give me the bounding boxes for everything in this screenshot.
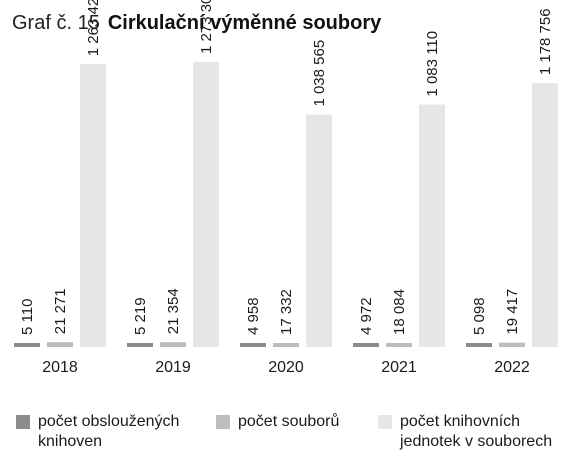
value-label-2020-series-1: 17 332: [278, 289, 295, 335]
bar-2022-series-2: [532, 83, 558, 347]
value-label-2021-series-2: 1 083 110: [424, 31, 441, 97]
bar-chart: 5 110 21 271 1 263 421 2018 5 219 21 354 1 273…: [14, 0, 558, 376]
bar-2019-series-2: [193, 62, 219, 347]
value-label-2022-series-0: 5 098: [471, 297, 488, 335]
x-tick-label-2022: 2022: [494, 359, 530, 376]
x-tick-label-2020: 2020: [268, 359, 304, 376]
value-label-2019-series-1: 21 354: [165, 288, 182, 334]
bar-2022-series-1: [499, 342, 525, 347]
value-label-2021-series-0: 4 972: [358, 297, 375, 335]
value-label-2018-series-1: 21 271: [52, 288, 69, 334]
value-label-2022-series-2: 1 178 756: [537, 8, 554, 75]
bar-2020-series-1: [273, 343, 299, 347]
value-label-2019-series-0: 5 219: [132, 297, 149, 335]
x-tick-label-2018: 2018: [42, 359, 78, 376]
bar-2022-series-0: [466, 343, 492, 347]
legend-label-sets: počet souborů: [238, 413, 340, 430]
bar-2021-series-1: [386, 342, 412, 347]
legend-swatch-libraries: [16, 415, 30, 429]
legend-swatch-units: [378, 415, 392, 429]
value-label-2018-series-2: 1 263 421: [85, 0, 102, 56]
bar-2020-series-2: [306, 114, 332, 348]
bar-2018-series-1: [47, 342, 73, 347]
value-label-2020-series-0: 4 958: [245, 297, 262, 335]
figure-title: Cirkulační výměnné soubory: [107, 12, 382, 34]
bar-2018-series-2: [80, 64, 106, 347]
bar-2020-series-0: [240, 343, 266, 347]
bar-2021-series-0: [353, 343, 379, 347]
legend-label-libraries: počet obsloužených knihoven: [38, 413, 180, 450]
x-tick-label-2019: 2019: [155, 359, 191, 376]
value-label-2022-series-1: 19 417: [504, 289, 521, 335]
bar-2019-series-0: [127, 343, 153, 347]
value-label-2018-series-0: 5 110: [19, 299, 36, 335]
legend-label-units: počet knihovních jednotek v souborech: [400, 413, 553, 450]
x-tick-label-2021: 2021: [381, 359, 417, 376]
figure-label: Graf č. 15: [12, 12, 100, 34]
legend-swatch-sets: [216, 415, 230, 429]
value-label-2020-series-2: 1 038 565: [311, 40, 328, 107]
value-label-2019-series-2: 1 273 304: [198, 0, 215, 54]
bar-2018-series-0: [14, 343, 40, 347]
bar-2021-series-2: [419, 104, 445, 347]
bar-2019-series-1: [160, 342, 186, 347]
value-label-2021-series-1: 18 084: [391, 289, 408, 335]
chart-title: Graf č. 15 Cirkulační výměnné soubory: [12, 12, 381, 35]
